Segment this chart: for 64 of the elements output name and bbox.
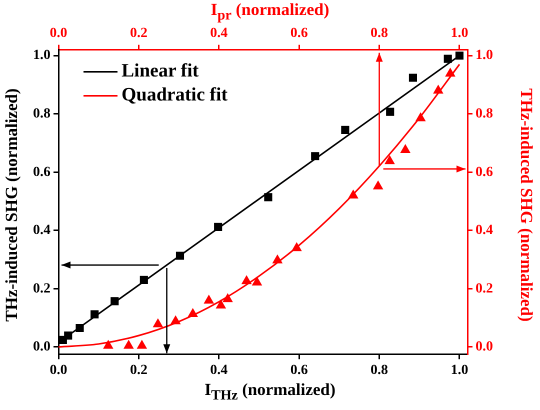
point bbox=[188, 308, 198, 317]
point bbox=[292, 242, 302, 252]
point bbox=[444, 54, 452, 63]
x2-tick-label: 0.8 bbox=[370, 363, 388, 378]
point bbox=[386, 108, 394, 116]
y2-tick-label: 0.6 bbox=[476, 164, 493, 180]
x-axis-title: I$_{THz}$ (normalized) bbox=[203, 380, 337, 404]
y-tick-label: 0.6 bbox=[33, 164, 50, 180]
point bbox=[455, 52, 464, 60]
y-tick-label: 0.8 bbox=[33, 106, 50, 122]
x2-tick-label: 0.6 bbox=[290, 363, 308, 378]
y2-tick-label: 0.8 bbox=[476, 106, 493, 122]
x-tick-label: 0.2 bbox=[130, 26, 148, 42]
point bbox=[170, 316, 180, 324]
x2-axis-title: I$_{pr}$ (normalized) bbox=[210, 0, 330, 24]
y2-tick-label: 0.0 bbox=[476, 340, 493, 355]
point bbox=[311, 152, 320, 160]
point bbox=[416, 112, 426, 122]
point bbox=[64, 332, 72, 340]
point bbox=[252, 277, 262, 286]
x-tick-label: 0.8 bbox=[370, 26, 388, 42]
point bbox=[216, 300, 226, 309]
x2-tick-label: 0.2 bbox=[130, 363, 148, 378]
point bbox=[348, 190, 358, 198]
point bbox=[140, 276, 148, 284]
x2-tick-label: 0.4 bbox=[210, 363, 228, 378]
point bbox=[103, 340, 114, 349]
point bbox=[373, 180, 383, 190]
x2-tick-label: 1.0 bbox=[450, 363, 468, 378]
point bbox=[137, 340, 147, 349]
y-tick-label: 1.0 bbox=[33, 48, 50, 64]
point bbox=[445, 68, 456, 77]
point bbox=[153, 318, 163, 328]
point bbox=[124, 340, 134, 349]
point bbox=[214, 222, 222, 231]
legend-label: Quadratic fit bbox=[122, 84, 228, 106]
point bbox=[272, 254, 282, 264]
point bbox=[176, 252, 184, 260]
x-tick-label: 0.0 bbox=[50, 26, 68, 42]
point bbox=[433, 85, 444, 94]
y-tick-label: 0.4 bbox=[33, 223, 50, 238]
point bbox=[76, 324, 84, 332]
point bbox=[110, 297, 119, 306]
x-tick-label: 1.0 bbox=[450, 26, 468, 42]
x-tick-label: 0.4 bbox=[210, 26, 228, 42]
y-axis-title: THz-induced SHG (normalized) bbox=[2, 88, 22, 322]
point bbox=[384, 156, 395, 164]
point bbox=[408, 74, 417, 82]
y2-axis-title: THz-induced SHG (normalized) bbox=[516, 88, 536, 322]
point bbox=[242, 276, 252, 284]
y2-tick-label: 0.2 bbox=[476, 281, 493, 296]
x2-tick-label: 0.0 bbox=[50, 363, 68, 378]
point bbox=[90, 310, 99, 318]
y-tick-label: 0.2 bbox=[33, 281, 50, 296]
x-tick-label: 0.6 bbox=[290, 26, 308, 42]
y2-tick-label: 0.4 bbox=[476, 223, 493, 238]
legend-label: Linear fit bbox=[122, 60, 200, 82]
y2-tick-label: 1.0 bbox=[476, 48, 493, 64]
y-tick-label: 0.0 bbox=[33, 340, 50, 355]
point bbox=[204, 295, 214, 304]
point bbox=[264, 193, 272, 202]
point bbox=[222, 294, 233, 302]
point bbox=[341, 126, 350, 134]
point bbox=[400, 144, 410, 154]
